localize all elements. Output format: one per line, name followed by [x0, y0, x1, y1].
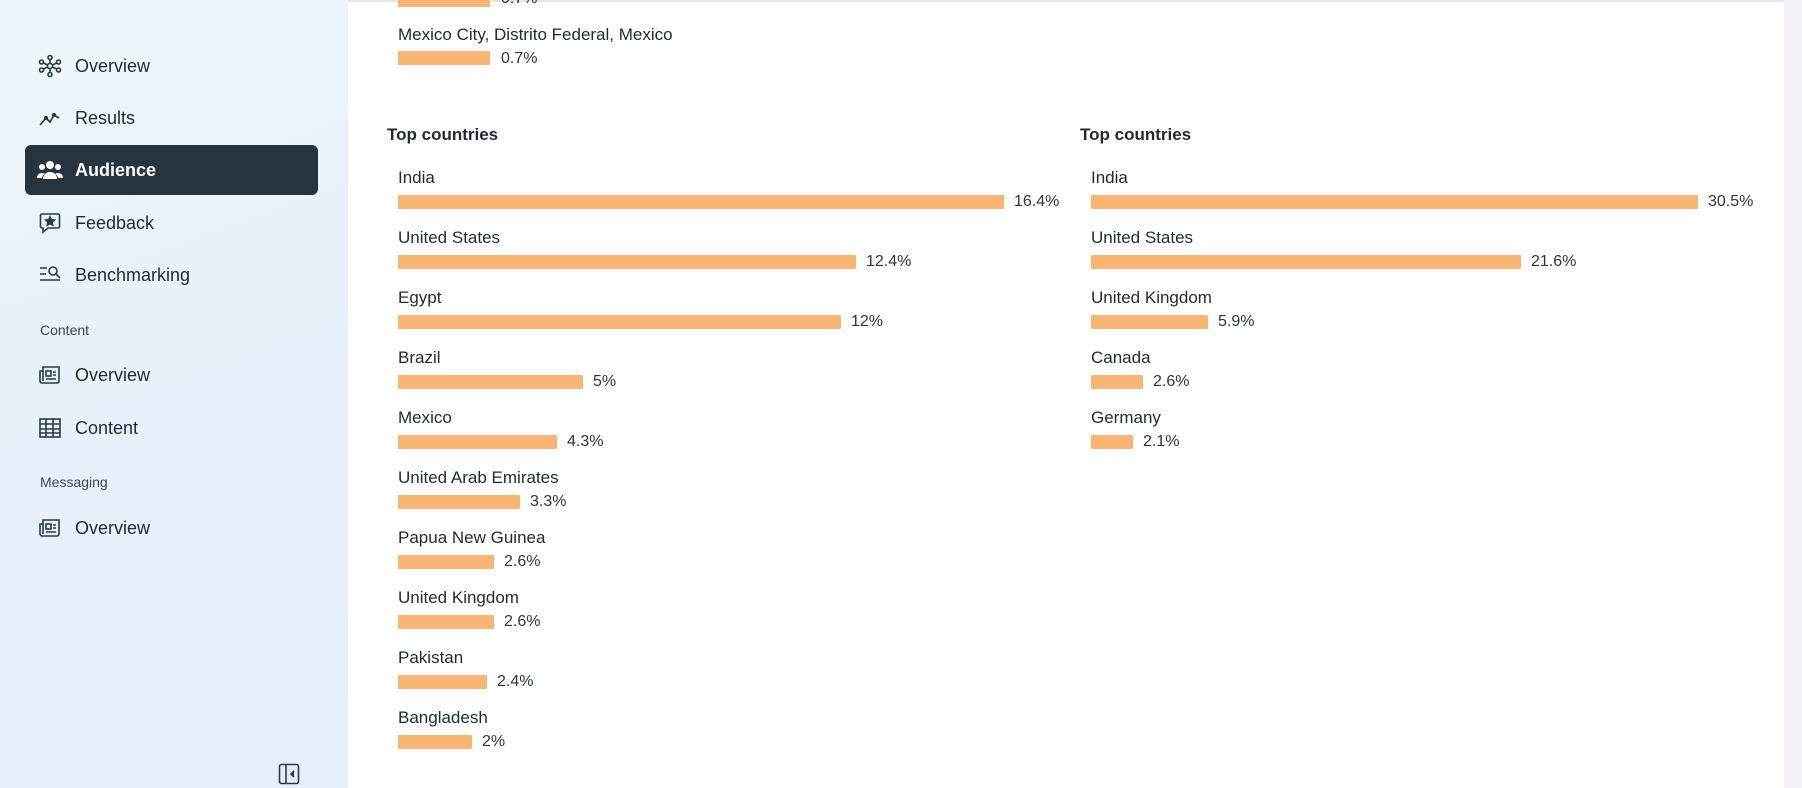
nav-label: Overview	[75, 364, 151, 385]
nav-label: Overview	[75, 517, 151, 538]
country-pct: 16.4%	[1014, 193, 1060, 210]
country-label: United States	[1091, 228, 1194, 247]
section-label-messaging: Messaging	[40, 474, 108, 490]
country-label: India	[398, 168, 435, 187]
country-bar	[398, 675, 487, 689]
nav-content-overview[interactable]: Overview	[25, 350, 318, 400]
nav-benchmarking[interactable]: Benchmarking	[25, 250, 318, 300]
country-label: United Kingdom	[398, 588, 519, 607]
city-pct: 0.7%	[501, 50, 538, 67]
nav-results[interactable]: Results	[25, 93, 318, 143]
country-pct: 4.3%	[567, 433, 604, 450]
country-label: Mexico	[398, 408, 452, 427]
nav-label: Benchmarking	[75, 264, 191, 285]
country-pct: 2.1%	[1143, 433, 1180, 450]
country-label: United States	[398, 228, 501, 247]
nav-label: Results	[75, 107, 136, 128]
nav-label: Content	[75, 417, 139, 438]
nav-audience[interactable]: Audience	[25, 145, 318, 195]
nav-label: Overview	[75, 55, 151, 76]
sidebar-collapse-icon[interactable]	[277, 762, 301, 786]
nav-content[interactable]: Content	[25, 403, 318, 453]
trend-icon	[37, 105, 63, 131]
country-label: Germany	[1091, 408, 1161, 427]
country-bar	[398, 495, 520, 509]
country-label: Papua New Guinea	[398, 528, 546, 547]
main-content	[348, 0, 1784, 788]
country-bar	[398, 435, 557, 449]
country-bar	[398, 555, 494, 569]
country-label: United Kingdom	[1091, 288, 1212, 307]
nav-overview[interactable]: Overview	[25, 41, 318, 91]
header-divider	[348, 0, 1784, 2]
prev-row-pct: 0.7%	[501, 0, 537, 8]
country-label: Brazil	[398, 348, 441, 367]
country-pct: 21.6%	[1531, 253, 1577, 270]
country-label: Egypt	[398, 288, 442, 307]
country-bar	[1091, 195, 1698, 209]
country-bar	[398, 195, 1004, 209]
country-bar	[398, 615, 494, 629]
country-pct: 2.6%	[1153, 373, 1190, 390]
star-comment-icon	[37, 210, 63, 236]
country-pct: 2%	[482, 733, 506, 750]
sidebar: Overview Results Audience Feedback	[0, 0, 348, 788]
country-label: United Arab Emirates	[398, 468, 559, 487]
country-pct: 2.4%	[497, 673, 534, 690]
country-pct: 2.6%	[504, 553, 541, 570]
country-pct: 2.6%	[504, 613, 541, 630]
scrollbar[interactable]	[1784, 0, 1802, 788]
table-icon	[37, 415, 63, 441]
country-bar	[1091, 255, 1521, 269]
city-label: Mexico City, Distrito Federal, Mexico	[398, 25, 673, 44]
city-bar	[398, 51, 490, 65]
hub-icon	[37, 53, 63, 79]
country-bar	[1091, 315, 1208, 329]
country-bar	[1091, 375, 1143, 389]
left-card-title: Top countries	[387, 125, 499, 144]
country-bar	[398, 315, 841, 329]
country-bar	[398, 735, 472, 749]
country-pct: 30.5%	[1708, 193, 1754, 210]
prev-row-bar	[398, 0, 490, 7]
right-card-title: Top countries	[1080, 125, 1192, 144]
nav-label: Audience	[75, 159, 157, 180]
nav-label: Feedback	[75, 212, 155, 233]
country-bar	[1091, 435, 1133, 449]
country-bar	[398, 255, 856, 269]
country-label: Canada	[1091, 348, 1151, 367]
country-bar	[398, 375, 583, 389]
nav-messaging-overview[interactable]: Overview	[25, 503, 318, 553]
country-pct: 5.9%	[1218, 313, 1255, 330]
newspaper-icon	[37, 515, 63, 541]
nav-feedback[interactable]: Feedback	[25, 198, 318, 248]
country-label: Bangladesh	[398, 708, 488, 727]
country-pct: 5%	[593, 373, 617, 390]
newspaper-icon	[37, 362, 63, 388]
country-label: India	[1091, 168, 1128, 187]
country-pct: 12%	[851, 313, 884, 330]
section-label-content: Content	[40, 322, 90, 338]
search-list-icon	[37, 262, 63, 288]
country-pct: 3.3%	[530, 493, 567, 510]
country-pct: 12.4%	[866, 253, 912, 270]
people-icon	[37, 157, 63, 183]
country-label: Pakistan	[398, 648, 464, 667]
